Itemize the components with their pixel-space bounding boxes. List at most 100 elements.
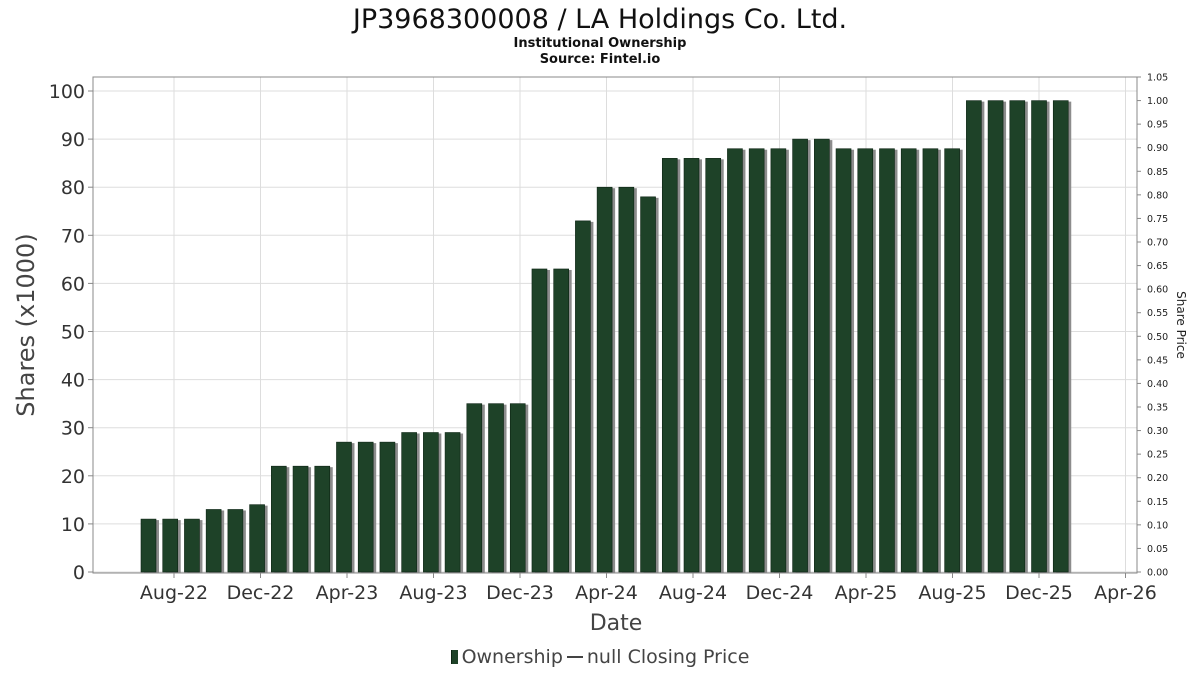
ownership-bar: [184, 518, 200, 573]
y2-tick-label: 0.70: [1147, 238, 1168, 249]
ownership-bar: [488, 403, 504, 573]
x-tick-label: Aug-25: [918, 582, 986, 604]
ownership-bar: [575, 220, 591, 573]
ownership-bar: [292, 465, 309, 573]
ownership-bar: [314, 465, 331, 573]
y2-tick-label: 0.40: [1147, 379, 1168, 390]
chart-subtitle: Institutional Ownership: [514, 36, 687, 51]
ownership-bar: [336, 441, 352, 573]
ownership-bar: [814, 138, 830, 573]
ownership-bar: [640, 196, 656, 573]
ownership-bar: [1052, 100, 1069, 573]
x-tick-label: Apr-25: [835, 582, 898, 604]
chart-source: Source: Fintel.io: [540, 52, 661, 67]
y2-axis-ticks: 0.00 0.05 0.10 0.15 0.20 0.25 0.30 0.35 0.40 0.45…: [1137, 73, 1168, 579]
y-axis-ticks: 0 10 20 30 40 50 60 70 80 90 100: [49, 81, 93, 584]
y2-tick-label: 0.55: [1147, 308, 1168, 319]
y2-tick-label: 0.75: [1147, 214, 1168, 225]
y-tick-label: 90: [61, 129, 85, 151]
bars: [140, 100, 1072, 574]
ownership-bar: [553, 268, 569, 573]
y-tick-label: 30: [61, 418, 85, 440]
y2-tick-label: 0.45: [1147, 355, 1168, 366]
ownership-bar: [618, 186, 635, 573]
ownership-bar: [900, 148, 917, 573]
ownership-bar: [770, 148, 787, 573]
legend: Ownership null Closing Price: [0, 646, 1200, 668]
ownership-bar: [987, 100, 1004, 573]
y2-tick-label: 0.10: [1147, 520, 1168, 531]
y-tick-label: 70: [61, 225, 85, 247]
ownership-bar: [249, 504, 265, 573]
x-tick-label: Apr-23: [316, 582, 379, 604]
x-tick-label: Aug-24: [659, 582, 727, 604]
y2-tick-label: 0.65: [1147, 261, 1168, 272]
ownership-bar: [879, 148, 895, 573]
y-tick-label: 80: [61, 177, 85, 199]
ownership-bar: [162, 518, 179, 573]
ownership-bar: [423, 432, 439, 573]
y2-tick-label: 0.50: [1147, 332, 1168, 343]
ownership-bar: [531, 268, 548, 573]
y2-tick-label: 0.95: [1147, 120, 1168, 131]
y-tick-label: 10: [61, 514, 85, 536]
y2-tick-label: 0.60: [1147, 285, 1168, 296]
y2-tick-label: 0.35: [1147, 403, 1168, 414]
ownership-bar: [857, 148, 874, 573]
x-tick-label: Dec-22: [227, 582, 295, 604]
ownership-bar: [661, 158, 678, 573]
ownership-bar: [271, 465, 287, 573]
y-tick-label: 20: [61, 466, 85, 488]
chart-title: JP3968300008 / LA Holdings Co. Ltd.: [351, 4, 847, 35]
y2-tick-label: 1.05: [1147, 73, 1168, 84]
y-tick-label: 0: [73, 562, 85, 584]
ownership-bar: [466, 403, 483, 573]
y2-tick-label: 0.00: [1147, 568, 1168, 579]
x-tick-label: Aug-22: [140, 582, 208, 604]
ownership-bar: [357, 441, 374, 573]
x-tick-label: Dec-23: [486, 582, 554, 604]
ownership-bar: [205, 509, 222, 573]
x-axis-label: Date: [590, 611, 643, 636]
ownership-bar: [1009, 100, 1026, 573]
y2-tick-label: 0.15: [1147, 497, 1168, 508]
x-axis-ticks: Aug-22 Dec-22 Apr-23 Aug-23 Dec-23 Apr-24 Aug-…: [140, 573, 1157, 604]
x-tick-label: Dec-25: [1005, 582, 1073, 604]
ownership-bar: [922, 148, 939, 573]
y2-axis-label: Share Price: [1174, 291, 1188, 359]
y2-tick-label: 0.80: [1147, 190, 1168, 201]
y-tick-label: 40: [61, 370, 85, 392]
ownership-bar: [944, 148, 960, 573]
ownership-bar: [792, 138, 808, 573]
closing-price-legend-swatch: [566, 656, 583, 658]
y2-tick-label: 1.00: [1147, 96, 1168, 107]
ownership-bar: [227, 509, 244, 573]
y-tick-label: 50: [61, 322, 85, 344]
x-tick-label: Dec-24: [746, 582, 814, 604]
x-tick-label: Aug-23: [399, 582, 467, 604]
ownership-bar: [140, 518, 157, 573]
x-tick-label: Apr-24: [575, 582, 638, 604]
y2-tick-label: 0.05: [1147, 544, 1168, 555]
ownership-bar: [1031, 100, 1047, 573]
ownership-bar: [379, 441, 396, 573]
x-tick-label: Apr-26: [1094, 582, 1157, 604]
ownership-bar: [835, 148, 852, 573]
ownership-legend-swatch: [450, 650, 458, 664]
legend-closing-price-label: null Closing Price: [586, 646, 750, 668]
ownership-bar: [748, 148, 765, 573]
ownership-bar: [444, 432, 461, 573]
ownership-bar: [509, 403, 526, 573]
legend-ownership-label: Ownership: [461, 646, 563, 668]
y-tick-label: 60: [61, 273, 85, 295]
ownership-bar: [966, 100, 982, 573]
ownership-bar: [401, 432, 417, 573]
ownership-bar: [705, 158, 722, 573]
y2-tick-label: 0.90: [1147, 143, 1168, 154]
ownership-bar: [596, 186, 613, 573]
y2-tick-label: 0.85: [1147, 167, 1168, 178]
ownership-bar: [727, 148, 743, 573]
y2-tick-label: 0.30: [1147, 426, 1168, 437]
y2-tick-label: 0.25: [1147, 450, 1168, 461]
